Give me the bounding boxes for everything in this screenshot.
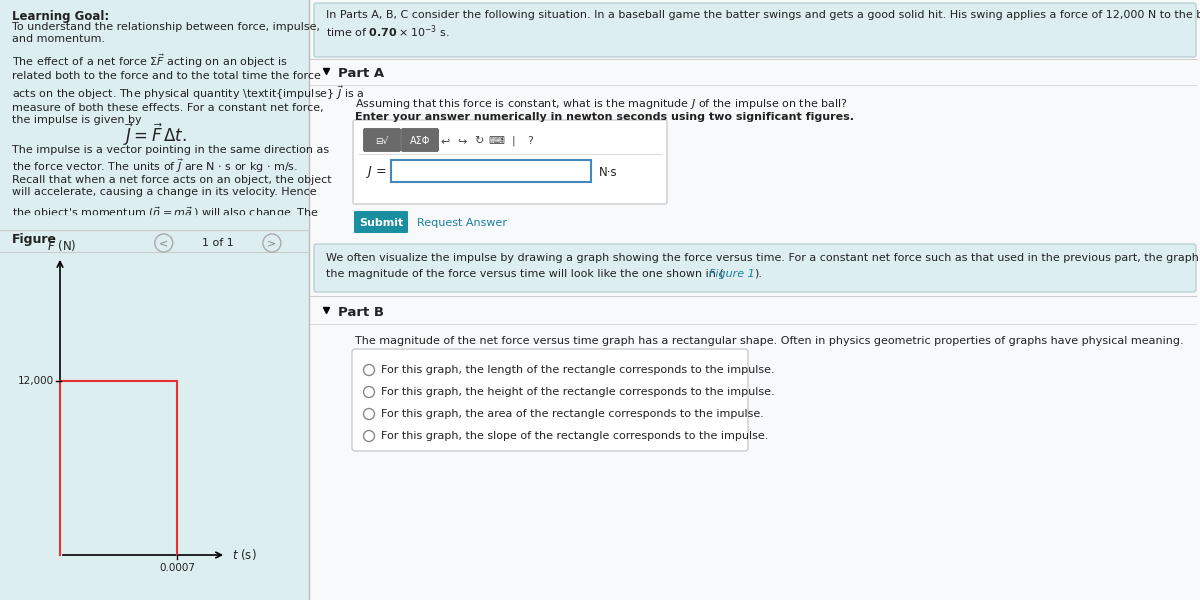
Text: ↪: ↪ (457, 136, 467, 146)
Text: Request Answer: Request Answer (418, 218, 508, 228)
Text: >: > (268, 238, 276, 248)
Text: <: < (160, 238, 168, 248)
Text: For this graph, the slope of the rectangle corresponds to the impulse.: For this graph, the slope of the rectang… (382, 431, 768, 441)
Text: In Parts A, B, C consider the following situation. In a baseball game the batter: In Parts A, B, C consider the following … (326, 10, 1200, 20)
Text: 0.0007: 0.0007 (158, 563, 194, 573)
FancyBboxPatch shape (314, 244, 1196, 292)
Text: The magnitude of the net force versus time graph has a rectangular shape. Often : The magnitude of the net force versus ti… (355, 336, 1183, 346)
Bar (391, 160, 592, 182)
Text: Figure 1: Figure 1 (709, 269, 755, 279)
Text: 1 of 1: 1 of 1 (202, 238, 234, 248)
Bar (310, 0, 1200, 600)
Text: ⊟√: ⊟√ (376, 136, 389, 145)
Text: The impulse is a vector pointing in the same direction as
the force vector. The : The impulse is a vector pointing in the … (12, 145, 329, 175)
Text: Assuming that this force is constant, what is the magnitude $J$ of the impulse o: Assuming that this force is constant, wh… (355, 97, 847, 111)
Text: ↻: ↻ (474, 136, 484, 146)
FancyBboxPatch shape (364, 128, 401, 151)
Text: Submit: Submit (359, 218, 403, 228)
Text: $J\, =$: $J\, =$ (365, 164, 386, 180)
Text: To understand the relationship between force, impulse,
and momentum.: To understand the relationship between f… (12, 22, 320, 44)
Text: Part B: Part B (338, 306, 384, 319)
Text: AΣΦ: AΣΦ (410, 136, 430, 146)
FancyBboxPatch shape (352, 349, 748, 451)
Text: Part A: Part A (338, 67, 384, 80)
Text: For this graph, the height of the rectangle corresponds to the impulse.: For this graph, the height of the rectan… (382, 387, 775, 397)
Text: |: | (511, 136, 515, 146)
Text: 12,000: 12,000 (18, 376, 54, 386)
Text: the object's momentum $(\vec{n} = m\vec{a}\,)$ will also change. The: the object's momentum $(\vec{n} = m\vec{… (12, 205, 319, 221)
FancyBboxPatch shape (354, 211, 408, 233)
Text: ).: ). (754, 269, 762, 279)
Text: ⌨: ⌨ (488, 136, 504, 146)
Bar (0, 0, 310, 600)
Text: ↩: ↩ (440, 136, 450, 146)
FancyBboxPatch shape (353, 120, 667, 204)
Text: $F$ (N): $F$ (N) (47, 238, 77, 253)
Text: Enter your answer numerically in newton seconds using two significant figures.: Enter your answer numerically in newton … (355, 112, 854, 122)
FancyBboxPatch shape (314, 3, 1196, 57)
Bar (0, 215, 310, 230)
FancyBboxPatch shape (402, 128, 438, 151)
Text: the magnitude of the force versus time will look like the one shown in (: the magnitude of the force versus time w… (326, 269, 724, 279)
Text: N·s: N·s (599, 166, 618, 179)
Text: We often visualize the impulse by drawing a graph showing the force versus time.: We often visualize the impulse by drawin… (326, 253, 1200, 263)
Text: The effect of a net force $\Sigma\vec{F}$ acting on an object is
related both to: The effect of a net force $\Sigma\vec{F}… (12, 52, 365, 125)
Text: Learning Goal:: Learning Goal: (12, 10, 109, 23)
Text: $t$ (s): $t$ (s) (232, 547, 257, 563)
Text: Figure: Figure (12, 233, 58, 246)
Text: $\vec{J} = \vec{F}\,\Delta t.$: $\vec{J} = \vec{F}\,\Delta t.$ (122, 122, 186, 148)
Text: For this graph, the area of the rectangle corresponds to the impulse.: For this graph, the area of the rectangl… (382, 409, 764, 419)
Text: Recall that when a net force acts on an object, the object
will accelerate, caus: Recall that when a net force acts on an … (12, 175, 331, 197)
Text: For this graph, the length of the rectangle corresponds to the impulse.: For this graph, the length of the rectan… (382, 365, 775, 375)
Text: ?: ? (527, 136, 533, 146)
Text: time of $\mathbf{0.70} \times 10^{-3}$ s.: time of $\mathbf{0.70} \times 10^{-3}$ s… (326, 23, 450, 40)
